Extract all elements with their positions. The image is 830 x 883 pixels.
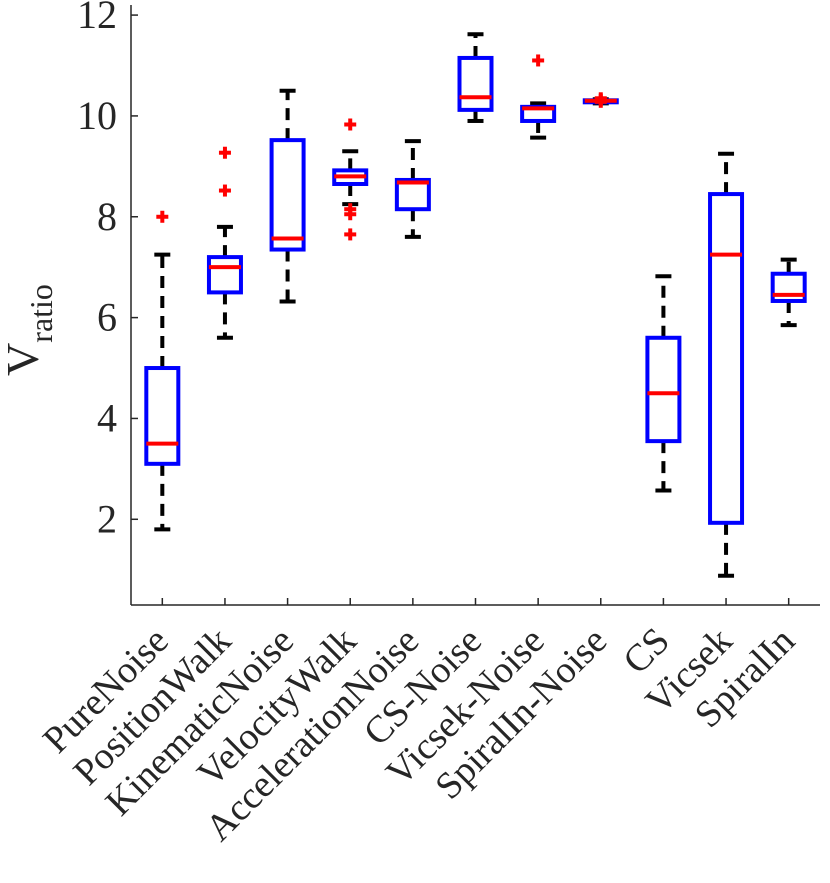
iqr-box <box>144 366 181 466</box>
y-tick-label: 6 <box>97 295 117 340</box>
outlier-marker <box>594 92 607 105</box>
box-group <box>708 151 745 578</box>
iqr-box <box>206 255 243 295</box>
y-tick-label: 10 <box>77 93 117 138</box>
outlier-marker <box>344 118 357 131</box>
y-tick-label: 2 <box>97 496 117 541</box>
box-group <box>520 54 557 140</box>
box-group <box>457 32 494 123</box>
iqr-box <box>394 177 431 212</box>
iqr-box <box>708 192 745 525</box>
outlier-marker <box>344 203 357 216</box>
iqr-box <box>645 335 682 444</box>
outlier-marker <box>344 228 357 241</box>
iqr-box <box>457 55 494 112</box>
box-group <box>645 274 682 493</box>
outlier-marker <box>218 184 231 197</box>
box-group <box>144 210 181 532</box>
box-group <box>332 118 369 241</box>
box-group <box>269 88 306 304</box>
iqr-box <box>269 138 306 252</box>
plot-area <box>144 32 807 578</box>
box-group <box>582 92 619 108</box>
y-axis-label: Vratio <box>0 284 59 376</box>
y-tick-label: 4 <box>97 395 117 440</box>
y-axis-label-subscript: ratio <box>23 284 59 343</box>
outlier-marker <box>532 54 545 67</box>
y-tick-label: 8 <box>97 194 117 239</box>
box-group <box>394 139 431 239</box>
y-tick-label: 12 <box>77 0 117 37</box>
box-group <box>770 257 807 328</box>
iqr-box <box>770 271 807 303</box>
y-axis-label-main: V <box>0 343 48 376</box>
box-group <box>206 146 243 340</box>
outlier-marker <box>156 210 169 223</box>
outlier-marker <box>218 146 231 159</box>
axes: 24681012PureNoisePositionWalkKinematicNo… <box>35 0 820 849</box>
